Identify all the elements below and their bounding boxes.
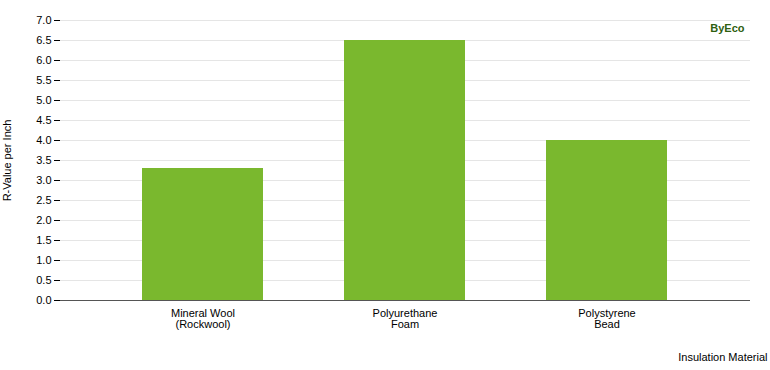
svg-text:6.0: 6.0 bbox=[36, 54, 51, 66]
svg-text:PolystyreneBead: PolystyreneBead bbox=[578, 307, 635, 330]
svg-text:2.0: 2.0 bbox=[36, 214, 51, 226]
svg-text:7.0: 7.0 bbox=[36, 14, 51, 26]
svg-text:3.0: 3.0 bbox=[36, 174, 51, 186]
svg-text:3.5: 3.5 bbox=[36, 154, 51, 166]
svg-text:5.5: 5.5 bbox=[36, 74, 51, 86]
svg-text:0.0: 0.0 bbox=[36, 294, 51, 306]
svg-text:ByEco: ByEco bbox=[710, 22, 745, 34]
svg-text:6.5: 6.5 bbox=[36, 34, 51, 46]
svg-text:4.0: 4.0 bbox=[36, 134, 51, 146]
svg-text:1.5: 1.5 bbox=[36, 234, 51, 246]
svg-text:Insulation Material: Insulation Material bbox=[678, 351, 767, 363]
svg-text:5.0: 5.0 bbox=[36, 94, 51, 106]
svg-text:2.5: 2.5 bbox=[36, 194, 51, 206]
svg-text:4.5: 4.5 bbox=[36, 114, 51, 126]
svg-text:Mineral Wool(Rockwool): Mineral Wool(Rockwool) bbox=[171, 307, 235, 330]
svg-text:R-Value per Inch: R-Value per Inch bbox=[1, 120, 13, 202]
svg-text:1.0: 1.0 bbox=[36, 254, 51, 266]
svg-text:0.5: 0.5 bbox=[36, 274, 51, 286]
svg-text:PolyurethaneFoam: PolyurethaneFoam bbox=[373, 307, 438, 330]
